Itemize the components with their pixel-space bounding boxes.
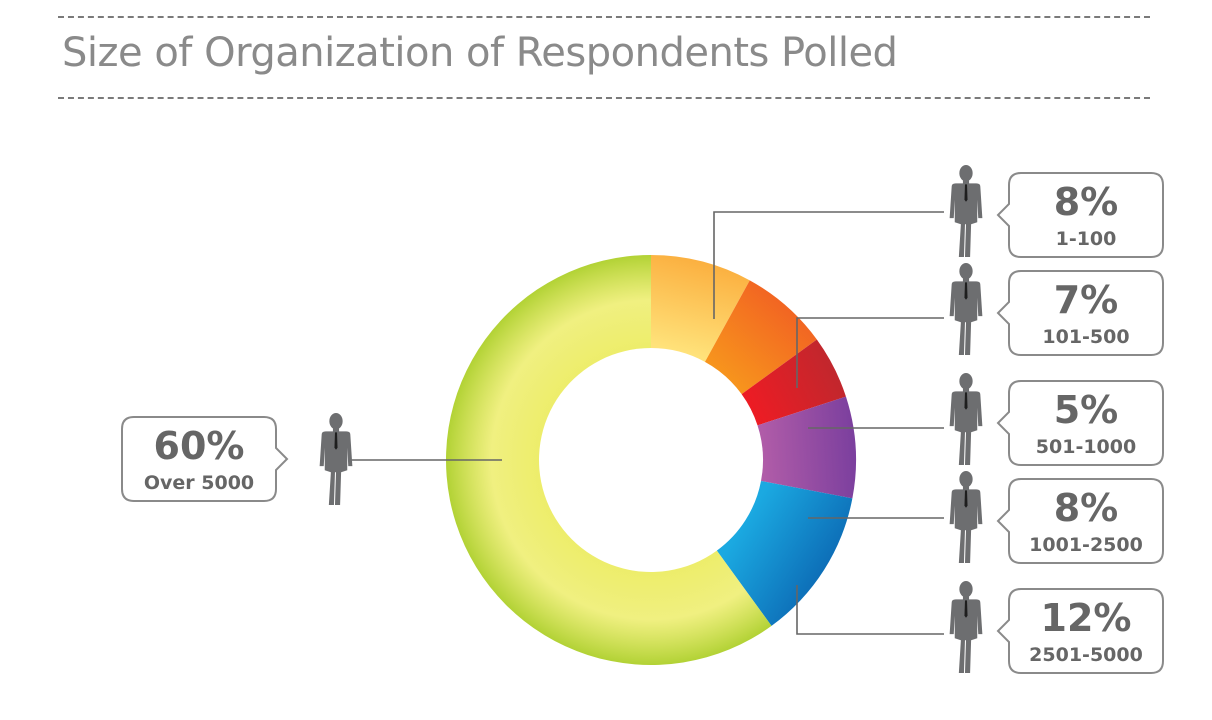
category-label: 101-500 <box>1042 326 1129 348</box>
chart-title: Size of Organization of Respondents Poll… <box>62 30 898 76</box>
percent-label: 5% <box>1054 388 1119 432</box>
title-divider-bottom <box>58 97 1150 99</box>
callout-box <box>996 172 1164 258</box>
category-label: 501-1000 <box>1036 436 1136 458</box>
person-icon <box>949 165 983 257</box>
slice-over-5000 <box>446 255 772 665</box>
leader-line <box>713 211 944 319</box>
percent-label: 8% <box>1054 180 1119 224</box>
person-icon <box>319 413 353 505</box>
category-label: Over 5000 <box>144 472 254 494</box>
percent-label: 12% <box>1041 596 1132 640</box>
slice-101-500 <box>704 280 817 395</box>
slice-501-1000 <box>741 339 846 426</box>
category-label: 1001-2500 <box>1029 534 1143 556</box>
callout-box <box>996 380 1164 466</box>
percent-label: 7% <box>1054 278 1119 322</box>
title-divider-top <box>58 16 1150 18</box>
callout-box <box>996 478 1164 564</box>
category-label: 1-100 <box>1056 228 1117 250</box>
slice-1001-2500 <box>757 396 856 499</box>
slice-1-100 <box>651 255 750 362</box>
leader-line <box>796 317 944 388</box>
callout-box <box>996 588 1164 674</box>
percent-label: 60% <box>154 424 245 468</box>
person-icon <box>949 471 983 563</box>
callout-box <box>121 416 289 502</box>
person-icon <box>949 581 983 673</box>
person-icon <box>949 373 983 465</box>
callout-box <box>996 270 1164 356</box>
leader-line <box>796 585 944 635</box>
person-icon <box>949 263 983 355</box>
category-label: 2501-5000 <box>1029 644 1143 666</box>
percent-label: 8% <box>1054 486 1119 530</box>
